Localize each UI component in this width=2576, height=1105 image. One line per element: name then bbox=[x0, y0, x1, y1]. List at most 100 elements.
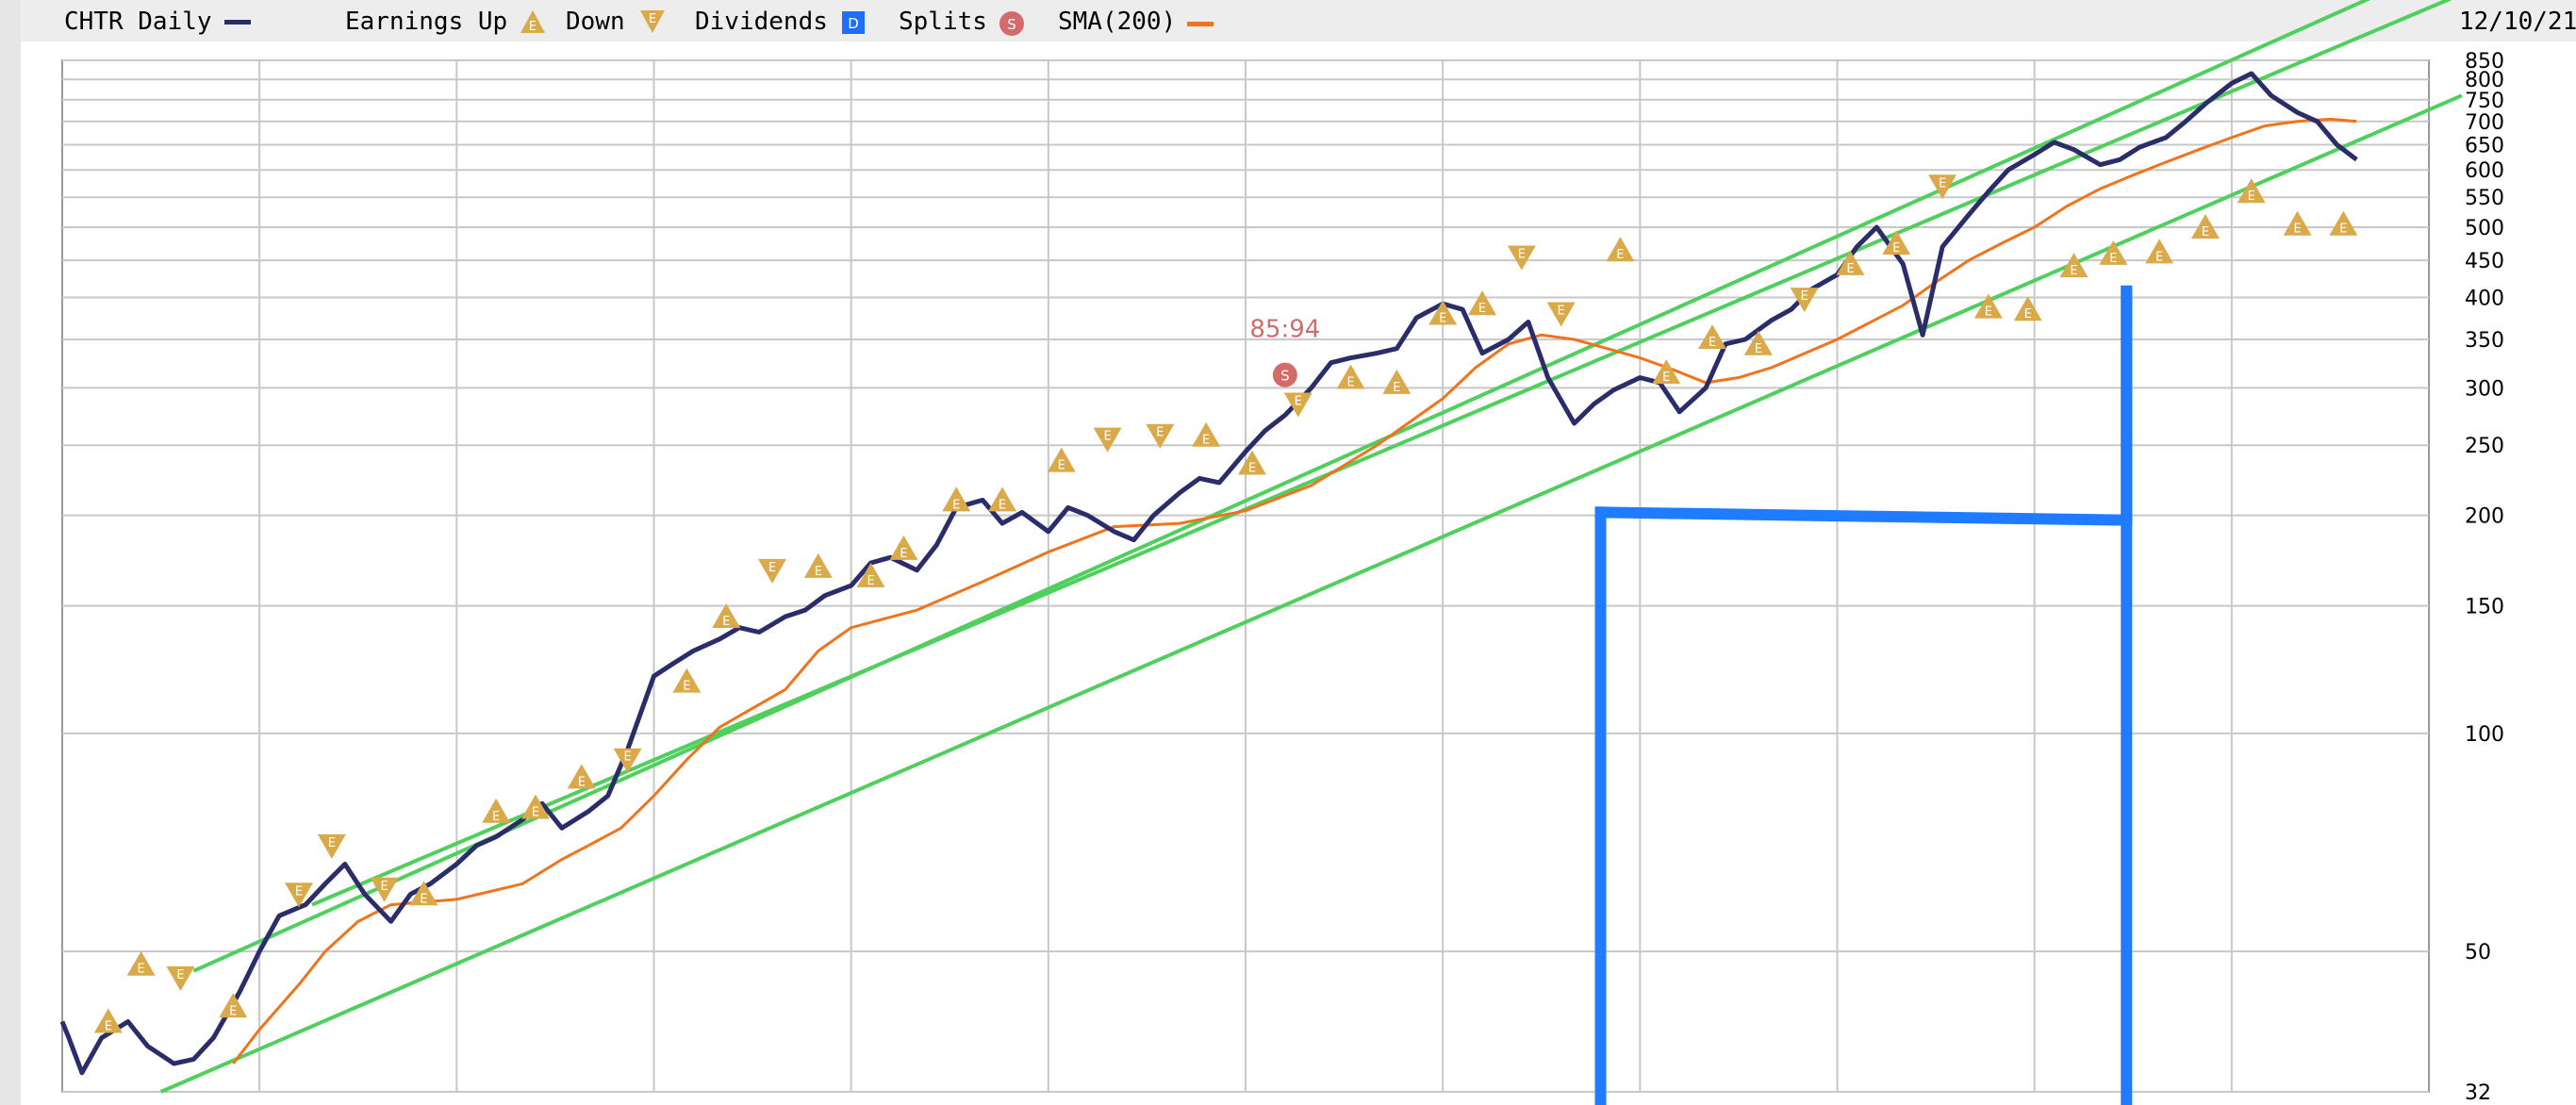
earnings-marker-glyph: E bbox=[2024, 307, 2032, 322]
earnings-up-marker bbox=[803, 552, 833, 578]
y-tick-label: 650 bbox=[2465, 134, 2504, 157]
earnings-marker-glyph: E bbox=[1755, 342, 1762, 356]
legend-dividends: Dividends bbox=[695, 8, 828, 36]
split-marker-group: 85:94 S bbox=[1249, 316, 1320, 388]
earnings-marker-glyph: E bbox=[1846, 262, 1854, 276]
earnings-marker-glyph: E bbox=[420, 892, 427, 906]
earnings-marker-glyph: E bbox=[1985, 305, 1992, 320]
y-tick-label: 450 bbox=[2465, 250, 2504, 273]
earnings-down-marker bbox=[166, 965, 195, 991]
earnings-up-marker bbox=[1698, 324, 1727, 350]
split-glyph: S bbox=[1007, 16, 1016, 33]
earnings-down-marker bbox=[613, 748, 642, 773]
earnings-marker-glyph: E bbox=[2202, 225, 2209, 239]
earnings-marker-glyph: E bbox=[328, 836, 336, 850]
y-tick-label: 600 bbox=[2465, 159, 2504, 183]
earnings-up-marker bbox=[942, 487, 971, 512]
y-tick-label: 550 bbox=[2465, 187, 2504, 210]
earnings-marker-glyph: E bbox=[815, 565, 822, 579]
vertical-gridlines bbox=[258, 60, 2233, 1092]
channel-line bbox=[192, 0, 2371, 973]
earnings-marker-glyph: E bbox=[1248, 461, 1256, 475]
earnings-marker-glyph: E bbox=[900, 547, 907, 561]
earnings-up-marker bbox=[2283, 210, 2312, 236]
earnings-up-marker bbox=[567, 764, 596, 789]
earnings-marker-glyph: E bbox=[492, 810, 500, 824]
earnings-up-icon: E bbox=[520, 10, 545, 34]
earnings-marker-glyph: E bbox=[1393, 381, 1400, 395]
y-tick-label: 200 bbox=[2465, 505, 2504, 529]
earnings-up-marker bbox=[1882, 230, 1911, 256]
earnings-marker-glyph: E bbox=[768, 561, 776, 575]
earnings-marker-glyph: E bbox=[1616, 248, 1624, 262]
earnings-down-marker bbox=[1790, 288, 1819, 313]
y-tick-label: 32 bbox=[2465, 1081, 2491, 1105]
earnings-marker-glyph: E bbox=[2155, 250, 2163, 264]
earnings-marker-glyph: E bbox=[532, 806, 539, 820]
earnings-marker-glyph: E bbox=[2070, 264, 2077, 278]
legend-earnings-up: Earnings Up bbox=[345, 8, 508, 36]
earnings-marker-glyph: E bbox=[952, 498, 960, 512]
earnings-up-marker bbox=[1047, 447, 1076, 472]
earnings-marker-glyph: E bbox=[1801, 289, 1808, 304]
earnings-up-marker bbox=[1606, 237, 1635, 262]
dividend-glyph: D bbox=[848, 15, 859, 32]
earnings-up-marker bbox=[988, 487, 1017, 512]
earnings-up-marker bbox=[521, 794, 550, 819]
earnings-up-marker bbox=[93, 1008, 123, 1033]
earnings-up-marker bbox=[1192, 421, 1221, 447]
earnings-marker-glyph: E bbox=[683, 680, 690, 694]
earnings-marker-glyph: E bbox=[1558, 305, 1565, 319]
earnings-down-marker bbox=[370, 877, 399, 902]
earnings-up-marker bbox=[1382, 369, 1412, 394]
legend-symbol: CHTR Daily bbox=[64, 8, 212, 36]
earnings-markers: E E E E E E E E E E E E E E E E E E E E E E E E E E E E E E E E E E E E E E E E… bbox=[93, 174, 2358, 1034]
y-tick-label: 400 bbox=[2465, 287, 2504, 310]
y-tick-label: 800 bbox=[2465, 69, 2504, 92]
earnings-up-marker bbox=[856, 562, 885, 587]
legend-date: 12/10/21 bbox=[2459, 8, 2576, 36]
earnings-marker-glyph: E bbox=[722, 615, 730, 629]
earnings-marker-glyph: E bbox=[1156, 426, 1164, 440]
earnings-marker-glyph: E bbox=[381, 880, 388, 894]
y-tick-label: 150 bbox=[2465, 596, 2504, 619]
earnings-down-marker bbox=[1283, 392, 1313, 418]
earnings-marker-glyph: E bbox=[1709, 336, 1716, 350]
earnings-up-marker bbox=[2145, 239, 2174, 264]
y-tick-label: 100 bbox=[2465, 723, 2504, 747]
earnings-up-marker bbox=[1336, 364, 1365, 389]
earnings-marker-glyph: E bbox=[2293, 223, 2301, 237]
earnings-marker-glyph: E bbox=[624, 750, 632, 765]
earnings-up-marker bbox=[1743, 330, 1773, 355]
earnings-marker-glyph: E bbox=[578, 775, 586, 789]
earnings-up-marker bbox=[2190, 214, 2220, 239]
split-icon: S bbox=[999, 11, 1024, 36]
earnings-up-marker bbox=[1237, 450, 1266, 475]
earnings-down-icon: E bbox=[640, 10, 665, 33]
sma-line-swatch bbox=[1187, 22, 1214, 26]
legend-bar bbox=[21, 0, 2576, 41]
earnings-up-marker bbox=[2329, 210, 2358, 236]
legend-sma: SMA(200) bbox=[1058, 8, 1177, 36]
earnings-marker-glyph: E bbox=[229, 1004, 237, 1018]
earnings-up-marker bbox=[2013, 296, 2042, 322]
earnings-marker-glyph: E bbox=[1478, 302, 1486, 316]
earnings-marker-glyph: E bbox=[2109, 252, 2117, 266]
earnings-up-marker bbox=[672, 668, 702, 693]
earnings-down-marker bbox=[285, 882, 313, 908]
y-tick-label: 700 bbox=[2465, 111, 2504, 135]
annotation-lines bbox=[1594, 285, 2133, 1105]
earnings-up-marker bbox=[2059, 253, 2089, 278]
y-axis-ticks: 32 50 100 150 200 250 300 350 400 450 500 550 600650… bbox=[2465, 50, 2504, 1105]
earnings-up-marker bbox=[712, 602, 741, 628]
sma-line bbox=[232, 117, 2357, 1065]
split-marker-glyph: S bbox=[1280, 368, 1290, 385]
price-line-swatch bbox=[224, 20, 251, 25]
earnings-marker-glyph: E bbox=[867, 574, 874, 588]
earnings-marker-glyph: E bbox=[2339, 223, 2347, 237]
earnings-up-marker bbox=[889, 535, 918, 560]
earnings-marker-glyph: E bbox=[2248, 190, 2255, 204]
y-tick-label: 750 bbox=[2465, 90, 2504, 113]
